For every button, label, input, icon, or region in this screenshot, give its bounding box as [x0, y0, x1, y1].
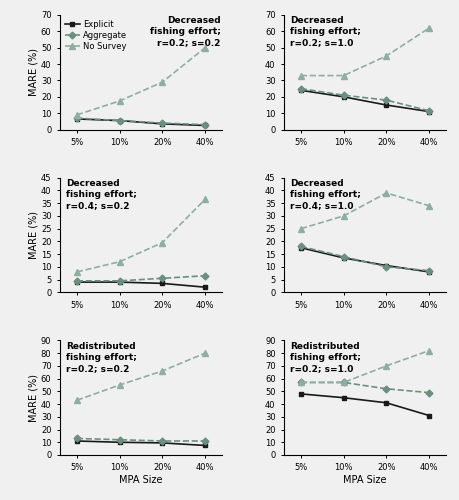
X-axis label: MPA Size: MPA Size [342, 475, 386, 485]
X-axis label: MPA Size: MPA Size [119, 475, 162, 485]
Text: Decreased
fishing effort;
r=0.4; s=1.0: Decreased fishing effort; r=0.4; s=1.0 [290, 179, 360, 210]
Text: Decreased
fishing effort;
r=0.2; s=1.0: Decreased fishing effort; r=0.2; s=1.0 [290, 16, 360, 48]
Text: Decreased
fishing effort;
r=0.4; s=0.2: Decreased fishing effort; r=0.4; s=0.2 [66, 179, 137, 210]
Text: Redistributed
fishing effort;
r=0.2; s=1.0: Redistributed fishing effort; r=0.2; s=1… [290, 342, 360, 373]
Legend: Explicit, Aggregate, No Survey: Explicit, Aggregate, No Survey [64, 19, 128, 52]
Y-axis label: MARE (%): MARE (%) [28, 211, 38, 259]
Y-axis label: MARE (%): MARE (%) [28, 48, 38, 96]
Text: Decreased
fishing effort;
r=0.2; s=0.2: Decreased fishing effort; r=0.2; s=0.2 [149, 16, 220, 48]
Text: Redistributed
fishing effort;
r=0.2; s=0.2: Redistributed fishing effort; r=0.2; s=0… [66, 342, 137, 373]
Y-axis label: MARE (%): MARE (%) [28, 374, 38, 422]
